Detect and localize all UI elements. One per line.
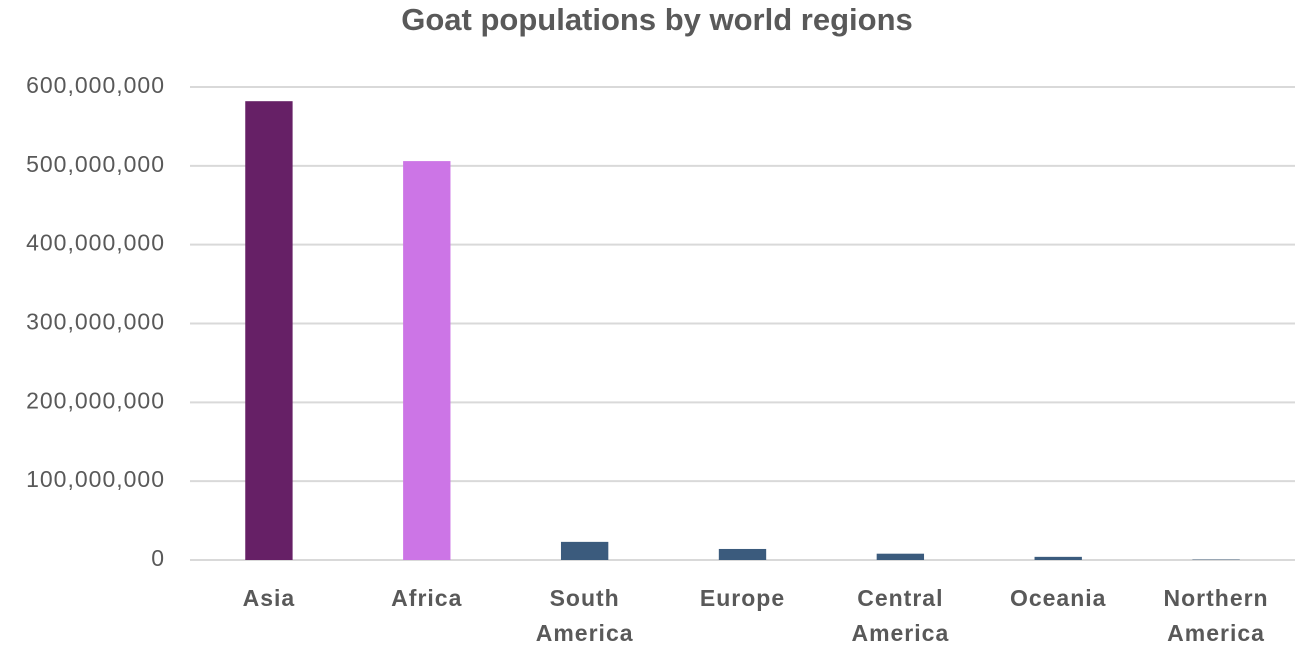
y-tick-label: 300,000,000 <box>26 309 165 335</box>
x-tick-label: Asia <box>209 581 329 616</box>
x-tick-label: South America <box>525 581 645 651</box>
y-tick-label: 0 <box>151 545 165 571</box>
chart-title: Goat populations by world regions <box>401 2 913 37</box>
x-tick-label: Oceania <box>998 581 1118 616</box>
y-tick-label: 600,000,000 <box>26 72 165 98</box>
bar <box>245 101 292 560</box>
y-tick-label: 200,000,000 <box>26 387 165 413</box>
bar <box>403 161 450 560</box>
x-tick-label: Europe <box>683 581 803 616</box>
x-tick-label: Central America <box>840 581 960 651</box>
bar <box>1035 557 1082 560</box>
bar <box>561 542 608 560</box>
y-tick-label: 400,000,000 <box>26 230 165 256</box>
y-tick-label: 100,000,000 <box>26 466 165 492</box>
x-tick-label: Northern America <box>1156 581 1276 651</box>
y-tick-label: 500,000,000 <box>26 151 165 177</box>
bar <box>719 549 766 560</box>
bar <box>877 554 924 560</box>
x-tick-label: Africa <box>367 581 487 616</box>
